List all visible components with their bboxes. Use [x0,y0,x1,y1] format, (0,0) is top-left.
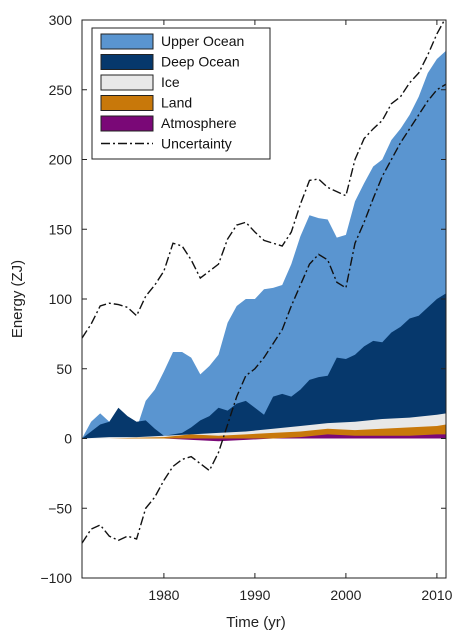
x-tick-label: 2000 [330,587,361,603]
y-tick-label: 100 [49,291,73,307]
y-axis-label: Energy (ZJ) [9,260,26,338]
uncertainty-lower-line [82,83,446,544]
x-axis-label: Time (yr) [226,614,285,631]
y-tick-label: 150 [49,221,73,237]
x-tick-label: 1980 [148,587,179,603]
y-tick-label: −50 [48,500,72,516]
legend-label-deep-ocean: Deep Ocean [161,54,240,70]
area-land [82,424,446,439]
legend-box [91,27,271,160]
y-tick-label: 200 [49,152,73,168]
y-tick-label: 0 [64,431,72,447]
legend: Upper Ocean Deep Ocean Ice Land Atmosphere Un… [91,27,271,160]
area-upper-ocean [82,50,446,439]
x-axis-ticks: 1980 1990 2000 2010 [148,20,453,603]
y-tick-label: 250 [49,82,73,98]
legend-label-land: Land [161,95,192,111]
area-atmosphere [82,434,446,442]
legend-label-ice: Ice [161,74,180,90]
legend-swatch-atmosphere [100,115,154,132]
x-tick-label: 2010 [421,587,452,603]
y-axis-ticks: −100 −50 0 50 100 150 200 250 300 [40,12,446,586]
legend-swatch-deep-ocean [100,54,154,70]
uncertainty-upper-line [82,20,446,339]
y-tick-label: 50 [56,361,72,377]
legend-label-atmosphere: Atmosphere [161,115,237,131]
stacked-areas [82,50,446,442]
legend-label-uncertainty: Uncertainty [161,136,232,152]
legend-label-upper-ocean: Upper Ocean [161,33,244,49]
legend-swatch-land [100,95,154,111]
legend-swatch-ice [100,74,154,91]
legend-swatch-upper-ocean [100,33,154,50]
y-tick-label: 300 [49,12,73,28]
uncertainty-lines [82,20,446,544]
area-deep-ocean [82,293,446,439]
x-tick-label: 1990 [239,587,270,603]
y-tick-label: −100 [40,570,72,586]
